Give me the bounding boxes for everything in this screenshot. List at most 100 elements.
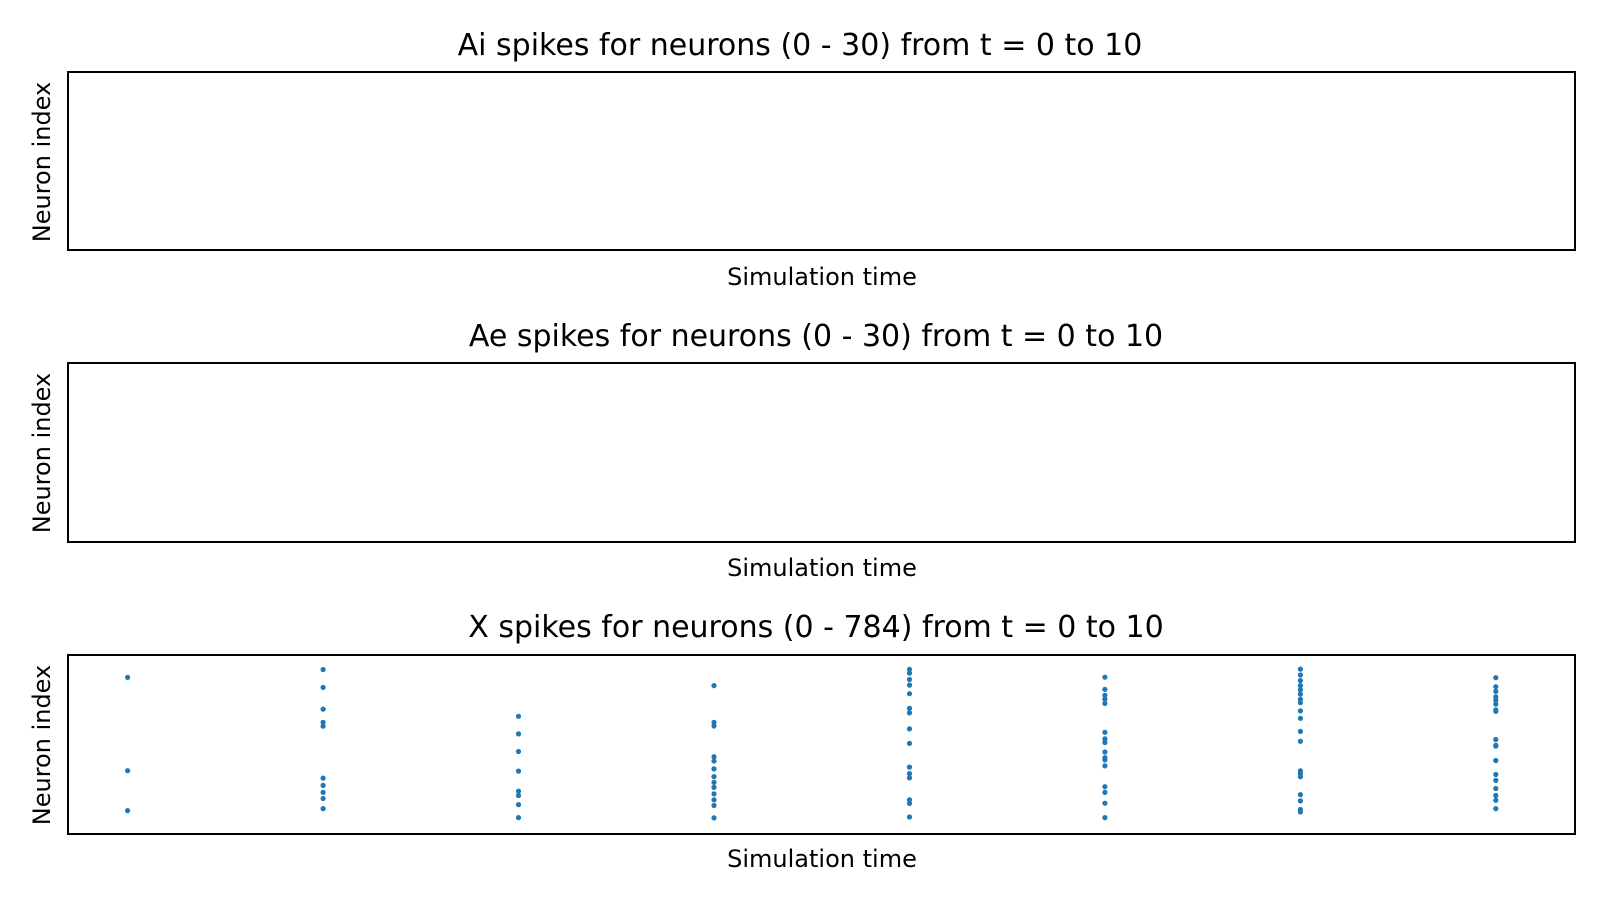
spike-point-t0-0: [125, 674, 131, 681]
spike-point-t6-1: [1297, 672, 1303, 678]
spike-point-t4-5: [906, 705, 913, 712]
x-spikes-panel: X spikes for neurons (0 - 784) from t = …: [28, 610, 1576, 873]
spike-point-t3-5: [711, 766, 717, 772]
spike-point-t3-12: [711, 815, 717, 821]
spike-point-t6-9: [1297, 715, 1303, 721]
ae-panel-title: Ae spikes for neurons (0 - 30) from t = …: [469, 319, 1163, 354]
spike-point-t6-11: [1297, 738, 1303, 744]
spike-point-t7-12: [1493, 771, 1499, 778]
spike-point-t5-7: [1102, 739, 1108, 746]
spike-point-t7-2: [1493, 688, 1499, 695]
spike-point-t4-2: [906, 676, 913, 683]
ai-x-axis-label: Simulation time: [727, 263, 917, 291]
spike-point-t3-9: [711, 791, 717, 797]
ae-x-axis-label: Simulation time: [727, 554, 917, 582]
spike-point-t1-5: [320, 775, 326, 781]
spike-point-t0-2: [125, 808, 131, 814]
spike-point-t6-15: [1297, 792, 1303, 798]
x-panel-title: X spikes for neurons (0 - 784) from t = …: [468, 610, 1163, 645]
spike-point-t3-10: [711, 797, 717, 803]
spike-point-t7-4: [1493, 697, 1499, 703]
spike-point-t2-0: [515, 713, 522, 719]
spike-point-t6-5: [1297, 691, 1303, 697]
spike-point-t6-2: [1297, 678, 1303, 684]
spike-point-t7-0: [1493, 675, 1499, 681]
spike-point-t6-16: [1297, 798, 1303, 804]
spike-point-t4-13: [906, 800, 913, 807]
spike-point-t5-1: [1102, 686, 1108, 693]
spike-point-t7-7: [1493, 708, 1499, 714]
spike-point-t6-18: [1297, 809, 1303, 815]
spike-point-t3-0: [711, 683, 717, 689]
spike-point-t5-11: [1102, 763, 1108, 769]
spike-point-t2-6: [515, 802, 522, 808]
spike-point-t5-8: [1102, 749, 1108, 755]
ae-spikes-panel: Ae spikes for neurons (0 - 30) from t = …: [28, 319, 1576, 582]
spike-point-t6-3: [1297, 683, 1303, 689]
spike-point-t4-6: [906, 710, 913, 716]
x-plot-area: [67, 654, 1576, 835]
spike-point-t4-9: [906, 764, 913, 770]
spike-point-t5-15: [1102, 815, 1108, 821]
spike-point-t6-14: [1297, 774, 1303, 780]
spike-point-t1-4: [320, 723, 326, 729]
spike-point-t2-7: [515, 815, 522, 821]
spike-point-t7-8: [1493, 736, 1499, 743]
spike-point-t7-10: [1493, 743, 1499, 749]
spike-point-t2-1: [515, 731, 522, 737]
spike-point-t1-3: [320, 719, 326, 726]
spike-point-t3-2: [711, 723, 717, 729]
spike-point-t1-1: [320, 684, 326, 691]
spike-point-t5-12: [1102, 784, 1108, 790]
x-x-axis-label: Simulation time: [727, 845, 917, 873]
spike-point-t6-0: [1297, 666, 1303, 672]
spike-point-t6-10: [1297, 728, 1303, 735]
spike-point-t7-1: [1493, 684, 1499, 690]
spike-point-t7-5: [1493, 701, 1499, 707]
spike-point-t4-0: [906, 666, 913, 672]
spike-point-t5-0: [1102, 674, 1108, 680]
spike-point-t5-13: [1102, 789, 1108, 796]
spike-point-t6-7: [1297, 700, 1303, 706]
spike-point-t3-7: [711, 779, 717, 786]
spike-point-t3-3: [711, 754, 717, 760]
spike-point-t5-14: [1102, 800, 1108, 806]
spike-point-t2-4: [515, 788, 522, 794]
spike-point-t4-8: [906, 740, 913, 747]
spike-point-t3-11: [711, 802, 717, 809]
spike-point-t3-6: [711, 774, 717, 780]
spike-point-t6-8: [1297, 708, 1303, 714]
spike-point-t4-12: [906, 797, 913, 803]
spike-point-t5-2: [1102, 692, 1108, 698]
spike-point-t4-3: [906, 682, 913, 688]
spike-point-t2-2: [515, 748, 522, 755]
spike-point-t7-17: [1493, 806, 1499, 812]
ae-plot-area: [67, 362, 1576, 543]
spike-point-t7-13: [1493, 777, 1499, 784]
spike-point-t7-14: [1493, 785, 1499, 792]
spike-point-t7-11: [1493, 757, 1499, 764]
spike-point-t1-7: [320, 789, 326, 796]
spike-point-t3-8: [711, 784, 717, 791]
ai-y-axis-label: Neuron index: [28, 82, 56, 242]
spike-point-t1-9: [320, 806, 326, 812]
ai-plot-area: [67, 71, 1576, 251]
ai-panel-title: Ai spikes for neurons (0 - 30) from t = …: [458, 28, 1143, 63]
spike-point-t5-6: [1102, 736, 1108, 742]
spike-point-t2-3: [515, 768, 522, 774]
spike-point-t4-7: [906, 726, 913, 732]
ai-spikes-panel: Ai spikes for neurons (0 - 30) from t = …: [28, 28, 1576, 291]
spike-point-t1-0: [320, 666, 326, 673]
spike-point-t1-6: [320, 782, 326, 789]
spike-point-t4-4: [906, 691, 913, 697]
spike-point-t3-1: [711, 719, 717, 726]
spike-point-t4-10: [906, 771, 913, 777]
spike-point-t6-4: [1297, 687, 1303, 693]
spike-point-t5-4: [1102, 700, 1108, 707]
spike-point-t0-1: [125, 768, 131, 774]
spike-point-t7-16: [1493, 797, 1499, 803]
x-spike-points: [125, 666, 1499, 821]
spike-point-t3-4: [711, 758, 717, 764]
spike-point-t4-1: [906, 670, 913, 676]
